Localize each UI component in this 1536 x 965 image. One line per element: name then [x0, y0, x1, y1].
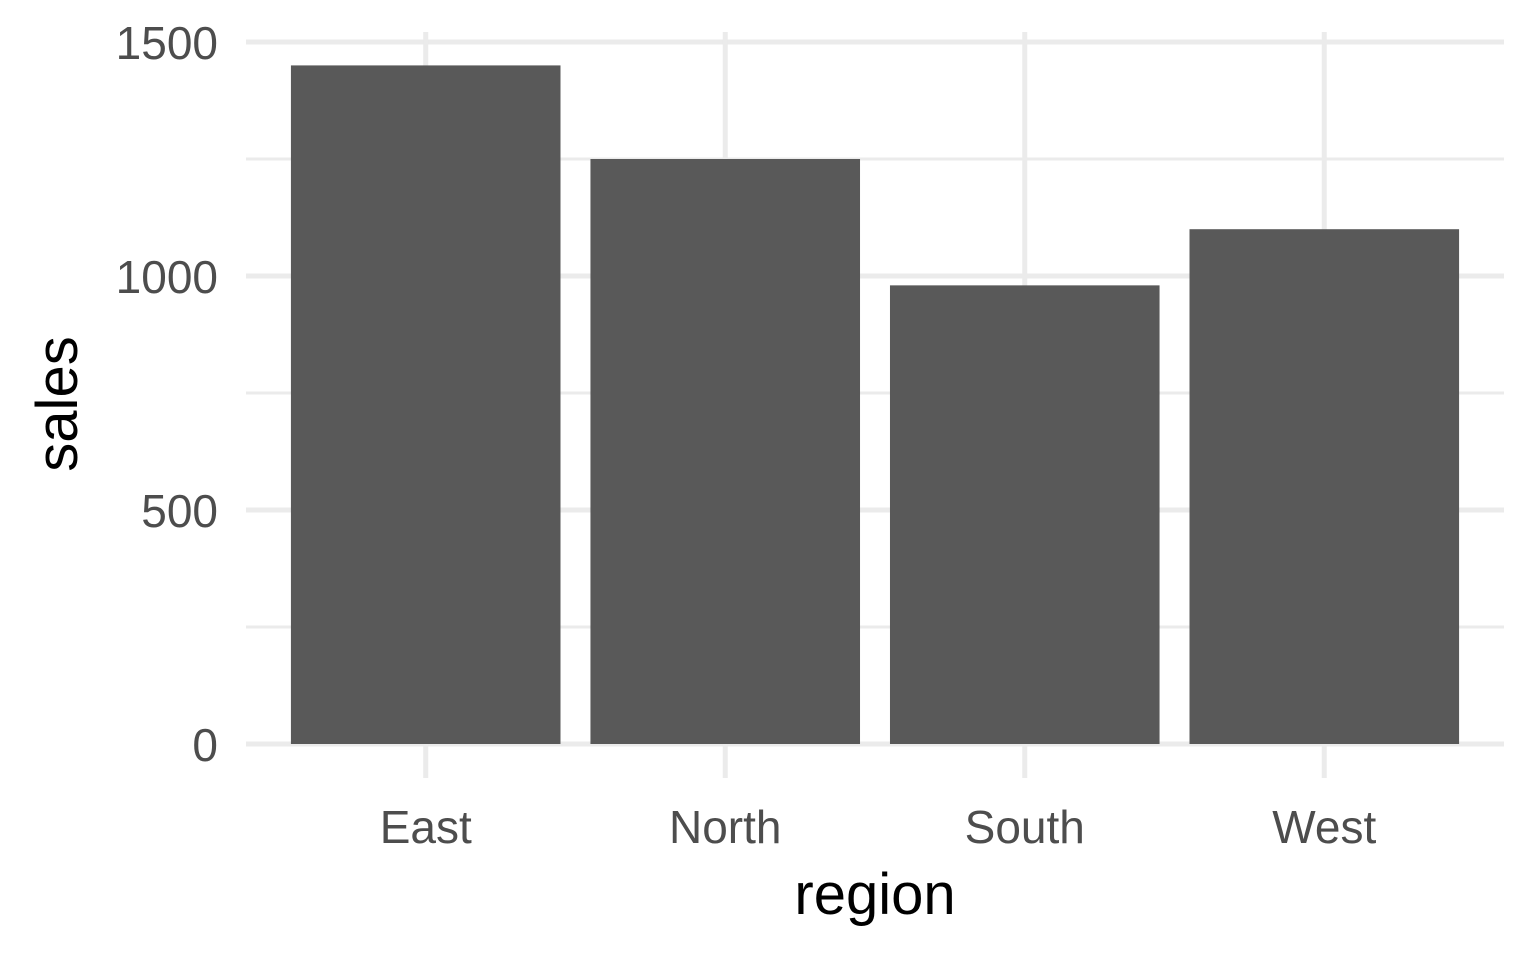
- x-axis-title: region: [794, 862, 955, 927]
- bar-west: [1189, 229, 1460, 744]
- x-tick-label: North: [669, 801, 781, 853]
- x-tick-label: South: [965, 801, 1085, 853]
- y-tick-label: 1000: [116, 251, 218, 303]
- y-axis-title: sales: [25, 336, 90, 471]
- x-tick-label: West: [1272, 801, 1376, 853]
- x-tick-labels: East North South West: [380, 801, 1377, 853]
- bar-north: [590, 159, 861, 744]
- y-tick-label: 0: [192, 719, 218, 771]
- y-tick-label: 1500: [116, 17, 218, 69]
- bar-east: [290, 65, 561, 744]
- bars-layer: [290, 65, 1460, 744]
- y-tick-labels: 0 500 1000 1500: [116, 17, 218, 771]
- y-tick-label: 500: [141, 485, 218, 537]
- bar-south: [889, 285, 1160, 744]
- x-tick-label: East: [380, 801, 472, 853]
